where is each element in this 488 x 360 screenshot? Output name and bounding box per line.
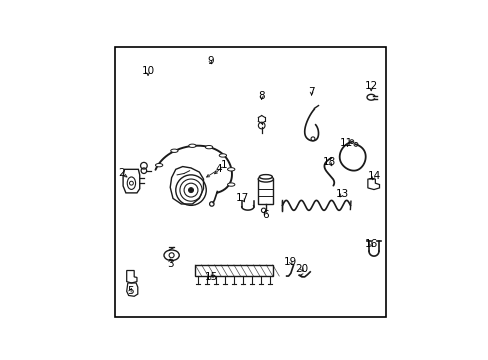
Bar	[258, 179, 273, 204]
Text: 5: 5	[126, 286, 133, 296]
Text: 1: 1	[221, 160, 227, 170]
Text: 12: 12	[364, 81, 377, 91]
Bar	[195, 265, 272, 276]
Ellipse shape	[227, 183, 234, 186]
Text: 3: 3	[166, 258, 173, 269]
Ellipse shape	[170, 149, 178, 152]
Text: 18: 18	[323, 157, 336, 167]
Ellipse shape	[219, 154, 226, 157]
Text: 9: 9	[207, 56, 213, 66]
Ellipse shape	[227, 168, 234, 171]
Text: 10: 10	[141, 66, 154, 76]
Ellipse shape	[155, 163, 163, 167]
Text: 19: 19	[284, 257, 297, 267]
Text: 17: 17	[235, 193, 248, 203]
Ellipse shape	[188, 144, 196, 148]
Text: 13: 13	[335, 189, 348, 199]
Ellipse shape	[258, 176, 273, 182]
Text: 8: 8	[258, 91, 264, 101]
Text: 4: 4	[215, 164, 222, 174]
Text: 20: 20	[295, 264, 308, 274]
Text: 7: 7	[307, 87, 314, 97]
Ellipse shape	[205, 145, 212, 149]
Text: 14: 14	[366, 171, 380, 181]
Text: 15: 15	[205, 273, 218, 283]
Text: 16: 16	[364, 239, 377, 249]
Ellipse shape	[259, 175, 272, 179]
Text: 2: 2	[118, 168, 125, 179]
Text: 11: 11	[339, 138, 352, 148]
Text: 6: 6	[262, 210, 268, 220]
Circle shape	[188, 188, 193, 193]
